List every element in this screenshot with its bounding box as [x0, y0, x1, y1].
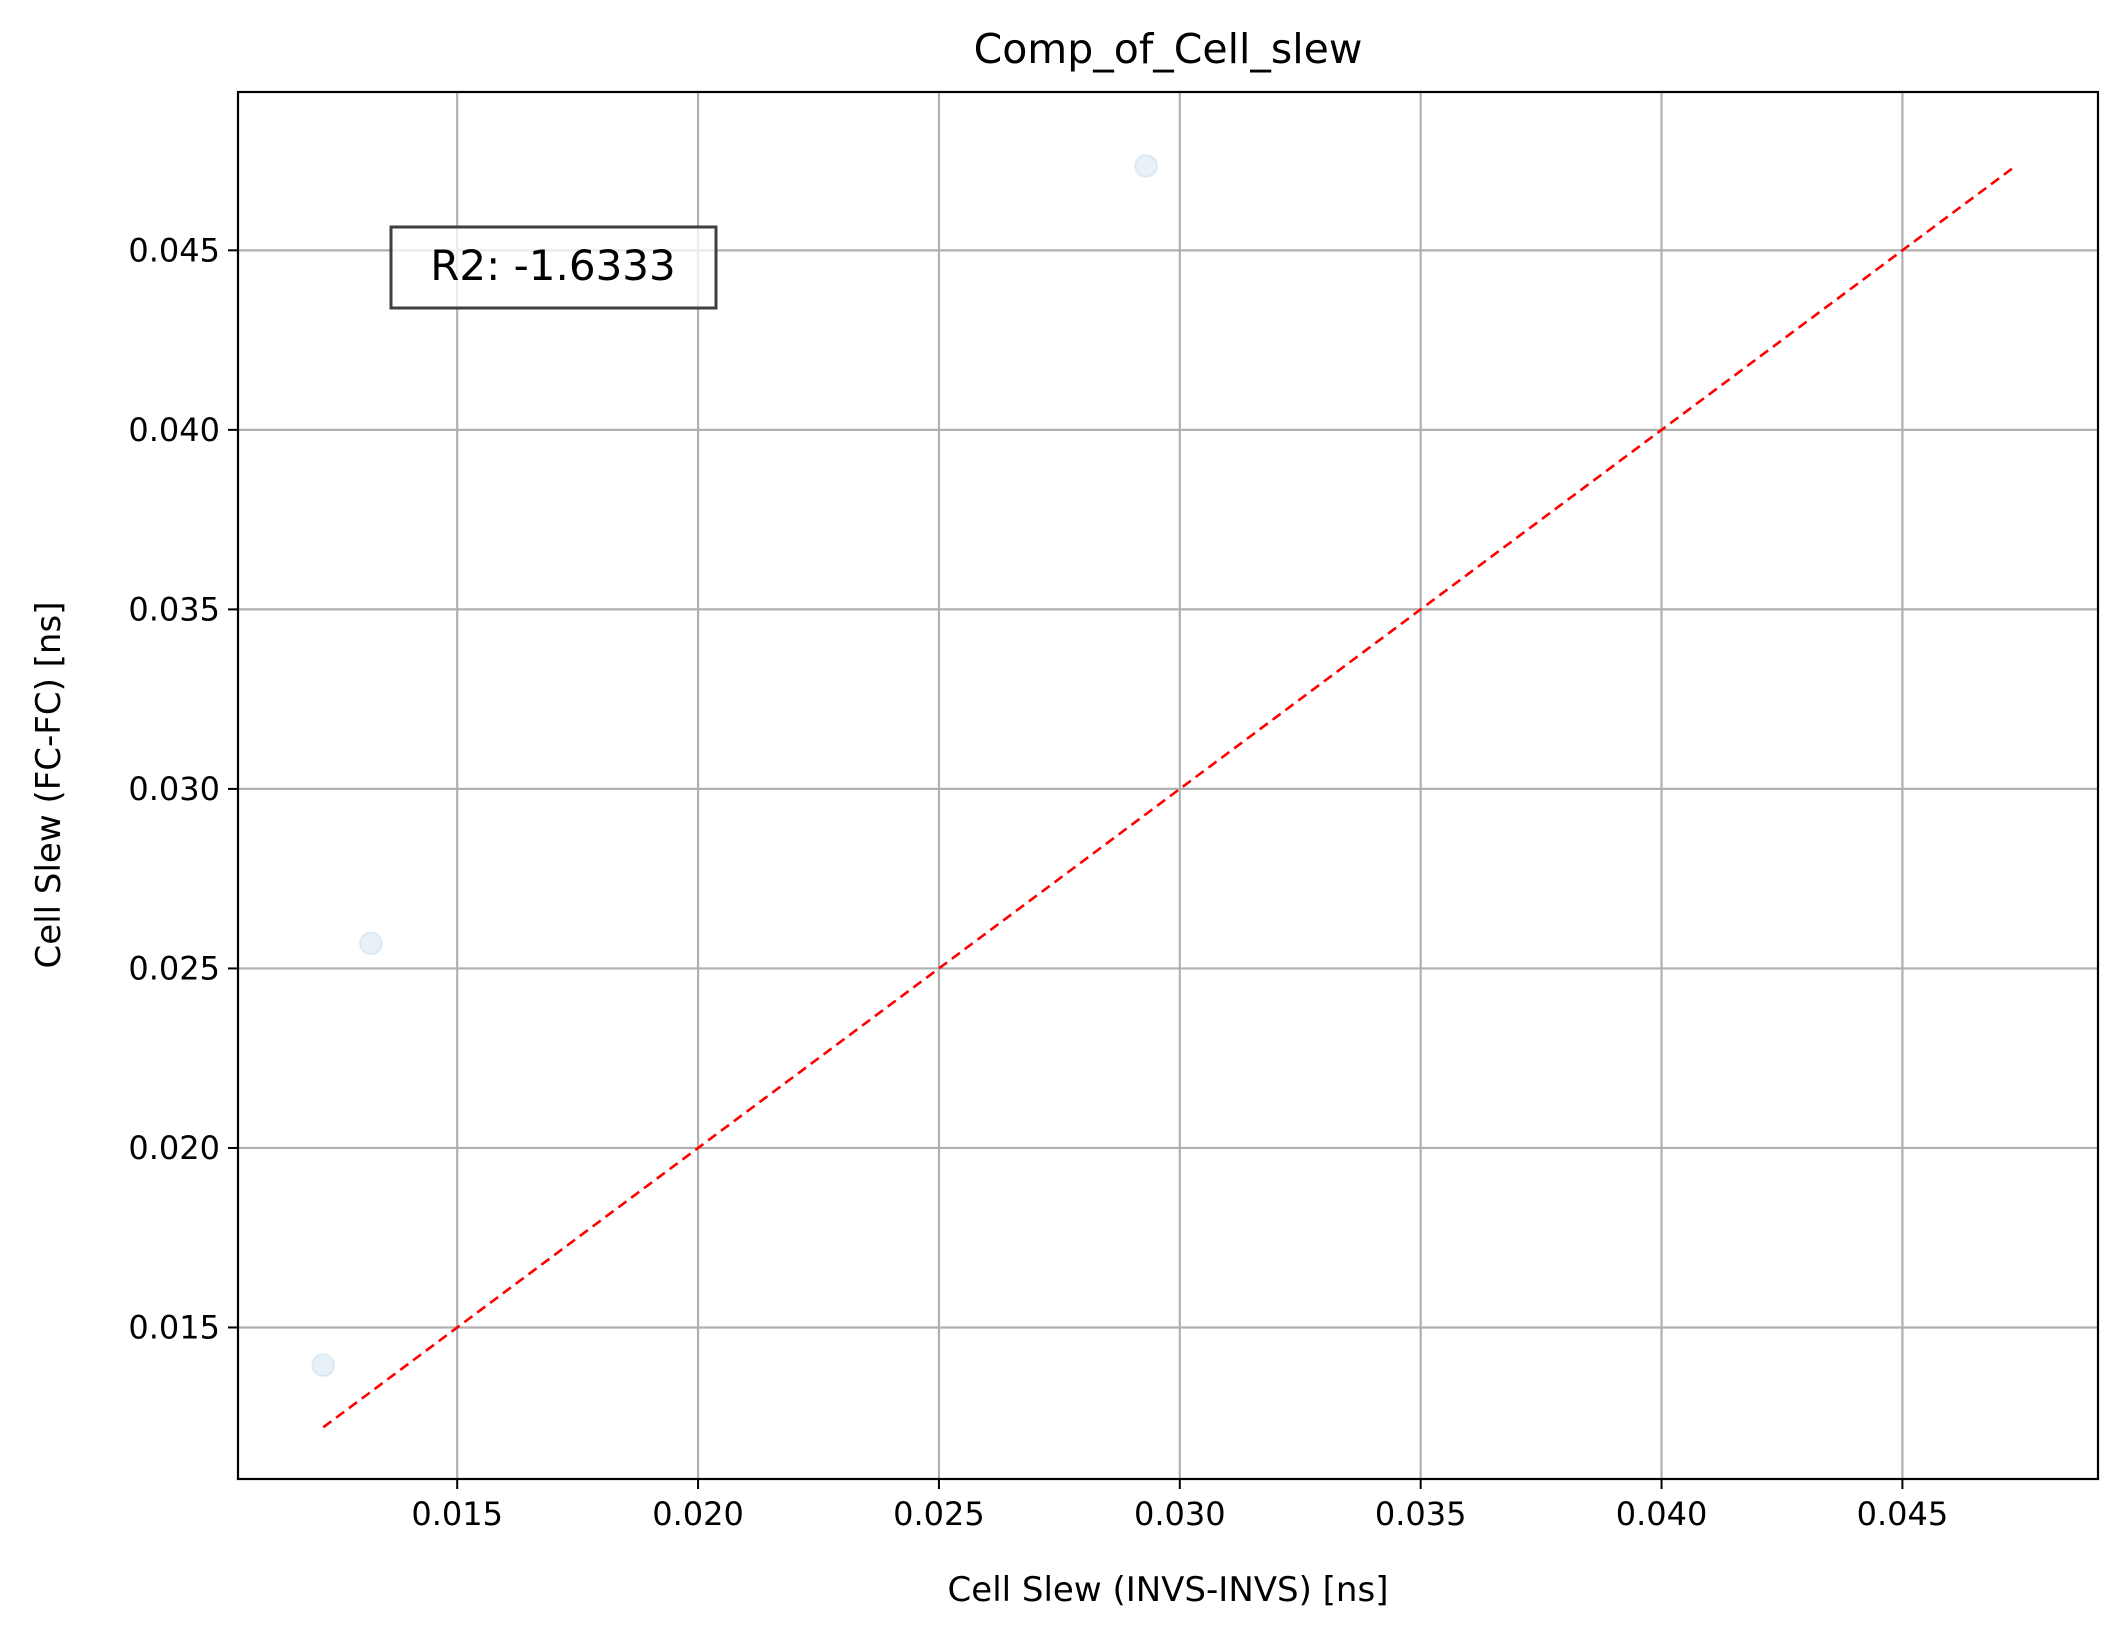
- data-points: [311, 153, 1159, 1378]
- data-point: [1134, 153, 1159, 178]
- x-axis-label: Cell Slew (INVS-INVS) [ns]: [948, 1570, 1389, 1610]
- y-tick-label: 0.020: [128, 1129, 220, 1167]
- x-tick-label: 0.030: [1134, 1495, 1226, 1533]
- x-tick-label: 0.035: [1375, 1495, 1467, 1533]
- y-tick-label: 0.025: [128, 949, 220, 987]
- y-tick-label: 0.045: [128, 231, 220, 269]
- x-tick-label: 0.020: [652, 1495, 744, 1533]
- x-tick-label: 0.040: [1616, 1495, 1708, 1533]
- x-tick-label: 0.045: [1857, 1495, 1949, 1533]
- r2-annotation-box: [389, 225, 718, 310]
- y-axis-label: Cell Slew (FC-FC) [ns]: [29, 602, 69, 969]
- y-tick-label: 0.030: [128, 770, 220, 808]
- plot-frame: [236, 90, 2100, 1481]
- y-tick-label: 0.035: [128, 590, 220, 628]
- data-point: [311, 1353, 336, 1378]
- y-tick-label: 0.040: [128, 411, 220, 449]
- data-point: [358, 931, 383, 956]
- x-tick-label: 0.025: [893, 1495, 985, 1533]
- r2-annotation-text: R2: -1.6333: [430, 241, 676, 290]
- gridlines: [238, 92, 2098, 1479]
- y-axis-ticks: 0.015 0.020 0.025 0.030 0.035 0.040 0.045: [128, 231, 238, 1346]
- x-axis-ticks: 0.015 0.020 0.025 0.030 0.035 0.040 0.045: [411, 1479, 1948, 1533]
- x-tick-label: 0.015: [411, 1495, 503, 1533]
- y-tick-label: 0.015: [128, 1308, 220, 1346]
- r2-annotation: R2: -1.6333: [389, 225, 718, 310]
- chart-title: Comp_of_Cell_slew: [974, 25, 1363, 73]
